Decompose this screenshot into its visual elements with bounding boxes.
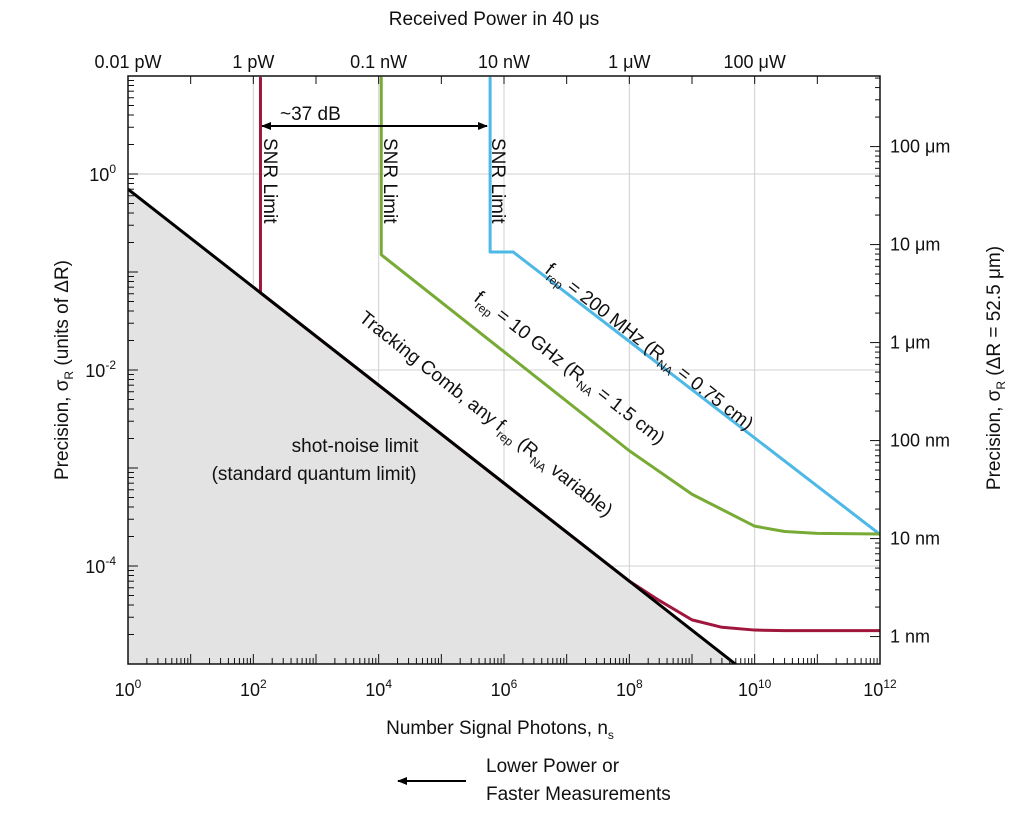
snr-limit-label-blue: SNR Limit xyxy=(487,138,508,224)
db-gap-label: ~37 dB xyxy=(280,104,341,125)
axis-ticks xyxy=(127,76,881,665)
left-axis-title-sub: R xyxy=(62,371,76,380)
x-tick-label: 104 xyxy=(365,677,392,700)
bottom-axis-title-sub: s xyxy=(608,728,614,742)
left-axis-title-pre: Precision, σ xyxy=(52,379,73,480)
right-tick-label: 100 μm xyxy=(890,137,950,157)
top-tick-label: 100 μW xyxy=(723,52,785,72)
snr-limit-label-green: SNR Limit xyxy=(379,138,400,224)
x-tick-label: 108 xyxy=(616,677,643,700)
x-tick-label-base: 10 xyxy=(491,680,511,700)
right-axis-title-sub: R xyxy=(994,381,1008,390)
x-tick-label-base: 10 xyxy=(115,680,135,700)
right-axis-labels: 100 μm 10 μm 1 μm 100 nm 10 nm 1 nm xyxy=(890,137,950,647)
y-tick-label: 100 xyxy=(89,162,116,185)
x-tick-label: 1012 xyxy=(863,677,897,700)
y-tick-label-exp: 0 xyxy=(109,162,116,176)
bottom-axis-labels: 100 102 104 106 108 1010 1012 xyxy=(115,677,897,700)
top-tick-label: 1 μW xyxy=(608,52,650,72)
top-tick-label: 1 pW xyxy=(232,52,274,72)
green-label-t3: = 1.5 cm) xyxy=(589,380,669,449)
x-tick-label: 106 xyxy=(491,677,518,700)
x-tick-label-exp: 12 xyxy=(883,677,897,691)
x-tick-label-exp: 4 xyxy=(385,677,392,691)
shot-noise-label: shot-noise limit xyxy=(292,436,419,457)
y-tick-label: 10-4 xyxy=(85,554,116,577)
blue-label-t3: = 0.75 cm) xyxy=(669,359,757,434)
caption-line2: Faster Measurements xyxy=(486,784,671,805)
right-tick-label: 100 nm xyxy=(890,431,950,451)
x-tick-label-exp: 10 xyxy=(758,677,772,691)
top-axis-labels: 0.01 pW 1 pW 0.1 nW 10 nW 1 μW 100 μW xyxy=(94,52,785,72)
right-tick-label: 1 μm xyxy=(890,333,930,353)
series-layer xyxy=(128,76,880,664)
right-tick-label: 1 nm xyxy=(890,627,930,647)
x-tick-label-exp: 8 xyxy=(636,677,643,691)
top-tick-label: 10 nW xyxy=(478,52,530,72)
x-tick-label-exp: 2 xyxy=(260,677,267,691)
right-tick-label: 10 nm xyxy=(890,529,940,549)
right-axis-title: Precision, σR (ΔR = 52.5 μm) xyxy=(984,246,1008,490)
x-tick-label-exp: 6 xyxy=(511,677,518,691)
x-tick-label-base: 10 xyxy=(738,680,758,700)
right-axis-title-pre: Precision, σ xyxy=(984,389,1005,490)
shot-noise-sublabel: (standard quantum limit) xyxy=(212,464,417,485)
snr-limit-label-red: SNR Limit xyxy=(259,138,280,224)
left-axis-title-post: (units of ΔR) xyxy=(52,260,73,371)
top-axis-title: Received Power in 40 μs xyxy=(389,9,600,30)
tracking-comb-t3: variable) xyxy=(542,456,616,521)
blue-label-t2: = 200 MHz (R xyxy=(559,273,669,365)
caption-line1: Lower Power or xyxy=(486,756,620,777)
blue-series-label: frep = 200 MHz (RNA = 0.75 cm) xyxy=(539,259,757,437)
bottom-axis-title-main: Number Signal Photons, n xyxy=(386,718,608,739)
shot-noise-region xyxy=(128,189,755,664)
x-tick-label: 1010 xyxy=(738,677,772,700)
series-line-shot-noise-limit xyxy=(128,187,738,664)
right-tick-label: 10 μm xyxy=(890,235,940,255)
top-tick-label: 0.1 nW xyxy=(350,52,407,72)
green-label-t2: = 10 GHz (R xyxy=(488,301,589,386)
x-tick-label-base: 10 xyxy=(863,680,883,700)
x-tick-label-base: 10 xyxy=(616,680,636,700)
right-axis-title-post: (ΔR = 52.5 μm) xyxy=(984,246,1005,381)
x-tick-label-exp: 0 xyxy=(135,677,142,691)
y-tick-label-exp: -4 xyxy=(105,554,116,568)
y-tick-label-base: 10 xyxy=(85,361,105,381)
y-tick-label: 10-2 xyxy=(85,358,116,381)
left-axis-title: Precision, σR (units of ΔR) xyxy=(52,260,76,480)
x-tick-label-base: 10 xyxy=(240,680,260,700)
x-tick-label: 100 xyxy=(115,677,142,700)
y-tick-label-base: 10 xyxy=(89,165,109,185)
series-line-f-rep-200-mhz xyxy=(488,76,880,536)
bottom-axis-title: Number Signal Photons, ns xyxy=(386,718,614,742)
y-tick-label-base: 10 xyxy=(85,557,105,577)
x-tick-label: 102 xyxy=(240,677,267,700)
x-tick-label-base: 10 xyxy=(365,680,385,700)
series-line-f-rep-10-ghz xyxy=(379,76,880,536)
y-tick-label-exp: -2 xyxy=(105,358,116,372)
top-tick-label: 0.01 pW xyxy=(94,52,161,72)
